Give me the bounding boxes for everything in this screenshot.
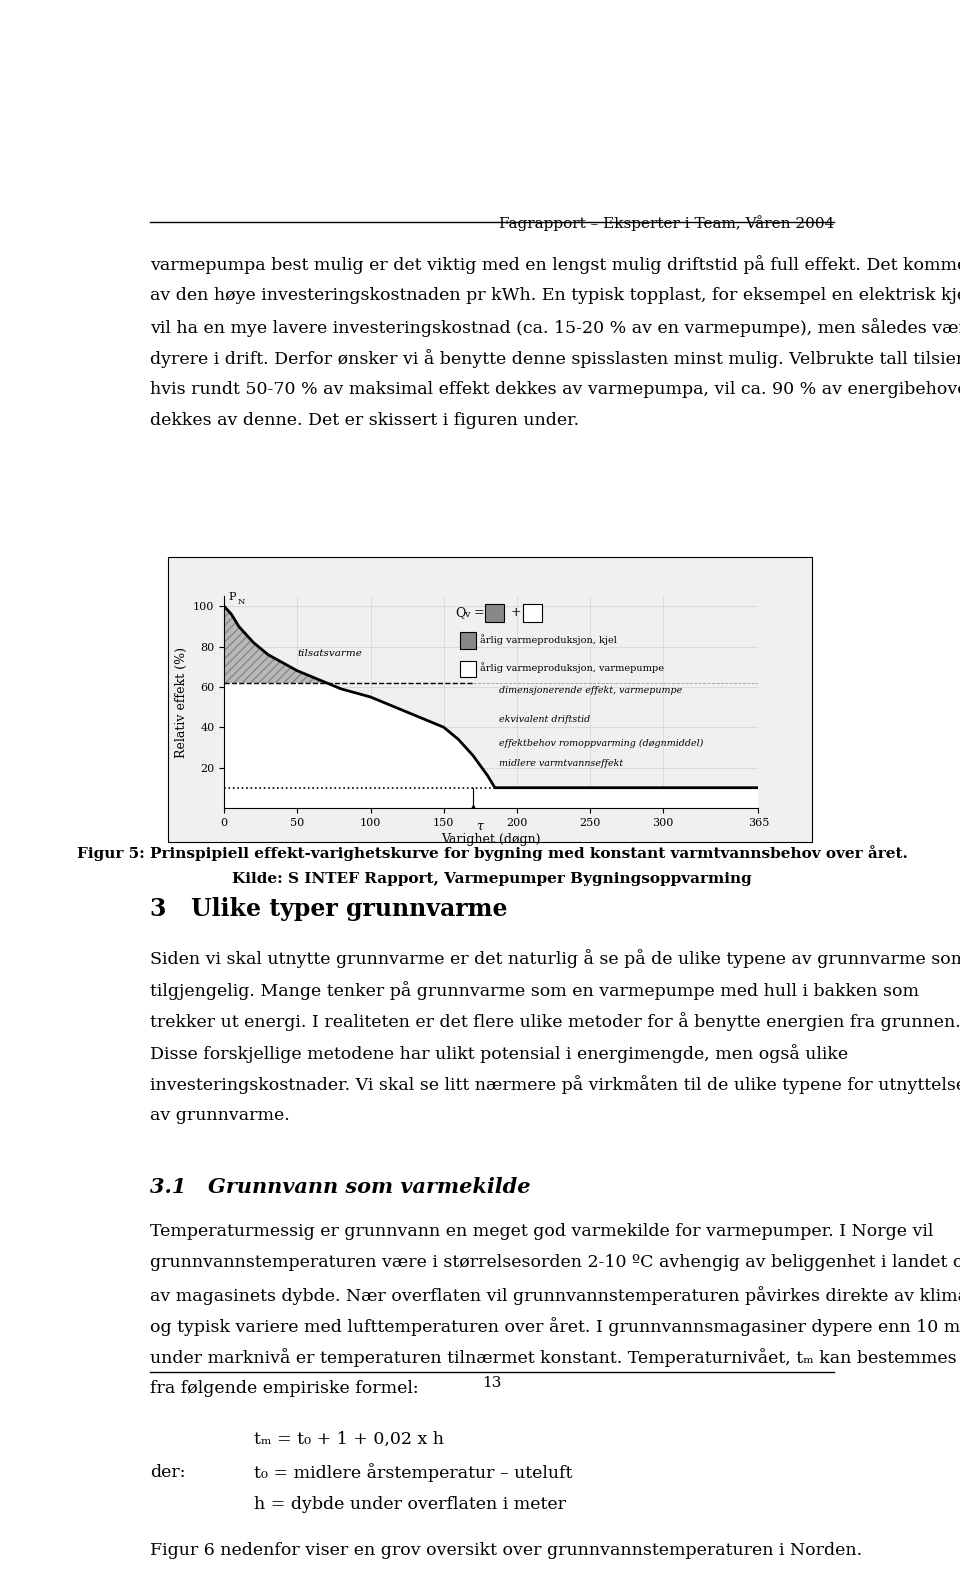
Text: dyrere i drift. Derfor ønsker vi å benytte denne spisslasten minst mulig. Velbru: dyrere i drift. Derfor ønsker vi å benyt… xyxy=(150,349,960,368)
Text: τ: τ xyxy=(476,820,483,833)
Text: 3.1   Grunnvann som varmekilde: 3.1 Grunnvann som varmekilde xyxy=(150,1177,530,1197)
Y-axis label: Relativ effekt (%): Relativ effekt (%) xyxy=(175,647,187,757)
Text: 13: 13 xyxy=(482,1376,502,1390)
Text: Figur 6 nedenfor viser en grov oversikt over grunnvannstemperaturen i Norden.: Figur 6 nedenfor viser en grov oversikt … xyxy=(150,1543,862,1558)
Text: vil ha en mye lavere investeringskostnad (ca. 15-20 % av en varmepumpe), men sål: vil ha en mye lavere investeringskostnad… xyxy=(150,317,960,336)
Text: og typisk variere med lufttemperaturen over året. I grunnvannsmagasiner dypere e: og typisk variere med lufttemperaturen o… xyxy=(150,1316,960,1335)
Text: Kilde: S INTEF Rapport, Varmepumper Bygningsoppvarming: Kilde: S INTEF Rapport, Varmepumper Bygn… xyxy=(232,872,752,886)
Text: investeringskostnader. Vi skal se litt nærmere på virkmåten til de ulike typene : investeringskostnader. Vi skal se litt n… xyxy=(150,1075,960,1093)
Text: av grunnvarme.: av grunnvarme. xyxy=(150,1106,290,1123)
Text: Disse forskjellige metodene har ulikt potensial i energimengde, men også ulike: Disse forskjellige metodene har ulikt po… xyxy=(150,1043,848,1062)
Text: fra følgende empiriske formel:: fra følgende empiriske formel: xyxy=(150,1379,419,1397)
Text: h = dybde under overflaten i meter: h = dybde under overflaten i meter xyxy=(253,1496,565,1513)
Text: varmepumpa best mulig er det viktig med en lengst mulig driftstid på full effekt: varmepumpa best mulig er det viktig med … xyxy=(150,255,960,273)
Bar xyxy=(485,605,504,622)
Text: tilgjengelig. Mange tenker på grunnvarme som en varmepumpe med hull i bakken som: tilgjengelig. Mange tenker på grunnvarme… xyxy=(150,980,919,999)
Text: hvis rundt 50-70 % av maksimal effekt dekkes av varmepumpa, vil ca. 90 % av ener: hvis rundt 50-70 % av maksimal effekt de… xyxy=(150,380,960,397)
Text: Temperaturmessig er grunnvann en meget god varmekilde for varmepumper. I Norge v: Temperaturmessig er grunnvann en meget g… xyxy=(150,1222,933,1240)
Text: +: + xyxy=(507,606,525,619)
Bar xyxy=(168,558,812,842)
X-axis label: Varighet (døgn): Varighet (døgn) xyxy=(442,833,541,847)
Text: trekker ut energi. I realiteten er det flere ulike metoder for å benytte energie: trekker ut energi. I realiteten er det f… xyxy=(150,1012,960,1031)
Bar xyxy=(460,661,476,677)
Text: midlere varmtvannseffekt: midlere varmtvannseffekt xyxy=(499,759,624,768)
Text: av magasinets dybde. Nær overflaten vil grunnvannstemperaturen påvirkes direkte : av magasinets dybde. Nær overflaten vil … xyxy=(150,1285,960,1304)
Text: av den høye investeringskostnaden pr kWh. En typisk topplast, for eksempel en el: av den høye investeringskostnaden pr kWh… xyxy=(150,286,960,303)
Text: årlig varmeproduksjon, varmepumpe: årlig varmeproduksjon, varmepumpe xyxy=(480,663,664,674)
Text: N: N xyxy=(237,599,245,606)
Text: der:: der: xyxy=(150,1464,185,1480)
Text: ekvivalent driftstid: ekvivalent driftstid xyxy=(499,715,590,724)
Text: tₘ = t₀ + 1 + 0,02 x h: tₘ = t₀ + 1 + 0,02 x h xyxy=(253,1431,444,1448)
Text: =: = xyxy=(470,606,492,619)
Text: dimensjonerende effekt, varmepumpe: dimensjonerende effekt, varmepumpe xyxy=(499,687,683,696)
Text: 3   Ulike typer grunnvarme: 3 Ulike typer grunnvarme xyxy=(150,897,507,921)
Text: under marknivå er temperaturen tilnærmet konstant. Temperaturnivået, tₘ kan best: under marknivå er temperaturen tilnærmet… xyxy=(150,1348,960,1367)
Text: Siden vi skal utnytte grunnvarme er det naturlig å se på de ulike typene av grun: Siden vi skal utnytte grunnvarme er det … xyxy=(150,949,960,968)
Text: v: v xyxy=(465,610,469,619)
Text: dekkes av denne. Det er skissert i figuren under.: dekkes av denne. Det er skissert i figur… xyxy=(150,412,579,429)
Bar xyxy=(460,633,476,649)
Text: t₀ = midlere årstemperatur – uteluft: t₀ = midlere årstemperatur – uteluft xyxy=(253,1464,572,1483)
Text: P: P xyxy=(228,592,236,602)
Text: Fagrapport – Eksperter i Team, Våren 2004: Fagrapport – Eksperter i Team, Våren 200… xyxy=(499,215,834,231)
Text: tilsatsvarme: tilsatsvarme xyxy=(298,649,362,658)
Bar xyxy=(522,605,541,622)
Text: Q: Q xyxy=(455,606,466,619)
Text: grunnvannstemperaturen være i størrelsesorden 2-10 ºC avhengig av beliggenhet i : grunnvannstemperaturen være i størrelses… xyxy=(150,1254,960,1271)
Text: årlig varmeproduksjon, kjel: årlig varmeproduksjon, kjel xyxy=(480,635,617,646)
Text: effektbehov romoppvarming (døgnmiddel): effektbehov romoppvarming (døgnmiddel) xyxy=(499,738,704,748)
Text: Figur 5: Prinspipiell effekt-varighetskurve for bygning med konstant varmtvannsb: Figur 5: Prinspipiell effekt-varighetsku… xyxy=(77,845,907,861)
